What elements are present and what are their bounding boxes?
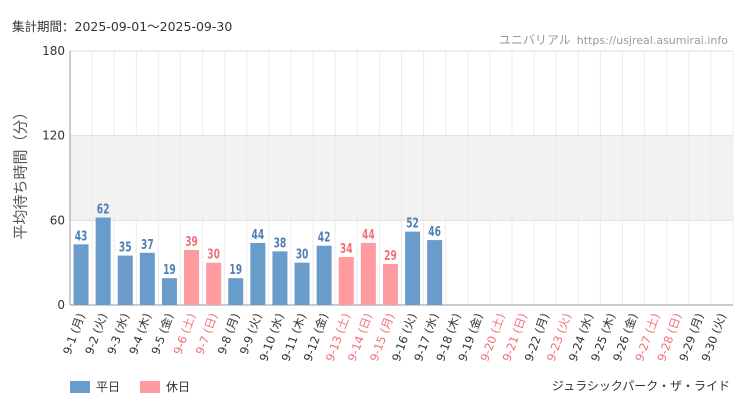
- y-tick-label: 0: [57, 298, 65, 312]
- ride-name: ジュラシックパーク・ザ・ライド: [551, 379, 730, 393]
- bar: [272, 251, 288, 305]
- site-url: https://usjreal.asumirai.info: [576, 34, 728, 47]
- data-label: 29: [384, 248, 397, 264]
- bar: [228, 278, 244, 305]
- data-label: 35: [119, 239, 132, 255]
- bar: [117, 255, 133, 305]
- data-label: 19: [229, 262, 242, 278]
- y-tick-label: 120: [42, 129, 65, 143]
- bar: [427, 240, 443, 305]
- y-tick-label: 180: [42, 44, 65, 58]
- data-label: 44: [252, 227, 265, 243]
- legend: 平日 休日: [70, 378, 210, 395]
- bar: [161, 278, 177, 305]
- data-label: 39: [185, 234, 198, 250]
- site-watermark: ユニバリアル https://usjreal.asumirai.info: [499, 31, 728, 48]
- data-label: 30: [296, 246, 309, 262]
- bar: [250, 242, 266, 305]
- bar: [206, 262, 222, 305]
- data-label: 42: [318, 229, 331, 245]
- bar: [139, 252, 155, 305]
- data-label: 38: [274, 235, 287, 251]
- bar: [73, 244, 89, 305]
- data-label: 43: [75, 228, 88, 244]
- bar: [184, 249, 200, 305]
- bar: [382, 264, 398, 305]
- legend-swatch-holiday: [140, 380, 161, 393]
- data-label: 34: [340, 241, 353, 257]
- bar: [338, 257, 354, 305]
- y-tick-label: 60: [50, 213, 65, 227]
- data-label: 62: [97, 201, 110, 217]
- site-name: ユニバリアル: [498, 33, 571, 47]
- legend-label-weekday: 平日: [96, 380, 121, 394]
- legend-item-weekday: 平日: [70, 378, 120, 395]
- period-label: 集計期間：2025-09-01〜2025-09-30: [12, 19, 233, 34]
- bar: [294, 262, 310, 305]
- data-label: 19: [163, 262, 176, 278]
- data-label: 46: [428, 224, 441, 240]
- data-label: 30: [207, 246, 220, 262]
- data-label: 52: [406, 215, 419, 231]
- legend-swatch-weekday: [70, 380, 90, 393]
- bar: [360, 242, 376, 305]
- bar: [316, 245, 332, 305]
- data-label: 37: [141, 237, 154, 253]
- bar: [405, 231, 421, 305]
- legend-item-holiday: 休日: [140, 378, 190, 395]
- data-label: 44: [362, 227, 375, 243]
- legend-label-holiday: 休日: [166, 380, 191, 394]
- bar: [95, 217, 111, 305]
